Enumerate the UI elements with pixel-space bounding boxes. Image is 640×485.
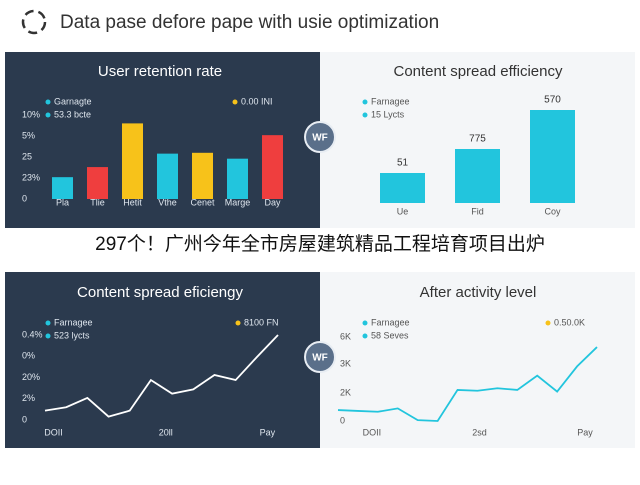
legend-label: Farnagee — [54, 317, 93, 327]
x-tick-label: 2sd — [472, 427, 487, 437]
bar — [157, 153, 178, 199]
line — [337, 346, 598, 422]
y-tick-label: 20% — [22, 372, 40, 382]
bar — [227, 158, 248, 199]
legend-label: 15 Lycts — [371, 109, 405, 119]
legend-label: 0.50.0K — [554, 317, 585, 327]
legend-label: 58 Seves — [371, 330, 409, 340]
x-tick-label: DOII — [363, 427, 382, 437]
icon — [21, 9, 47, 35]
y-tick-label: 0 — [22, 193, 27, 203]
x-tick-label: DOII — [44, 427, 63, 437]
badge — [304, 121, 336, 153]
y-tick-label: 25 — [22, 151, 32, 161]
y-tick-label: 0 — [22, 414, 27, 424]
badge-label: WF — [312, 353, 328, 364]
x-tick-label: Hetit — [123, 197, 142, 207]
chart-title: Content spread eficiengy — [77, 284, 243, 301]
legend-label: 0.00 INI — [241, 96, 273, 106]
chart-title: After activity level — [420, 284, 537, 301]
bar — [380, 173, 425, 203]
x-tick-label: 20ll — [159, 427, 173, 437]
bar — [122, 123, 143, 199]
bar — [87, 167, 108, 199]
y-tick-label: 2% — [22, 393, 35, 403]
y-tick-label: 0 — [340, 415, 345, 425]
legend-label: Farnagee — [371, 96, 410, 106]
page-title: Data pase defore pape with usie optimiza… — [60, 12, 439, 33]
x-tick-label: Pla — [56, 197, 69, 207]
legend-swatch — [232, 99, 238, 105]
x-tick-label: Coy — [544, 206, 561, 216]
y-tick-label: 6K — [340, 331, 351, 341]
legend-label: 8100 FN — [244, 317, 279, 327]
y-tick-label: 3K — [340, 358, 351, 368]
legend-swatch — [545, 320, 551, 326]
legend-swatch — [362, 320, 368, 326]
legend-swatch — [362, 99, 368, 105]
line — [44, 334, 279, 418]
y-tick-label: 5% — [22, 130, 35, 140]
y-tick-label: 2K — [340, 388, 351, 398]
legend-swatch — [235, 320, 241, 326]
chart-title: User retention rate — [98, 63, 222, 80]
y-tick-label: 0.4% — [22, 329, 43, 339]
badge-label: WF — [312, 133, 328, 144]
legend-swatch — [362, 333, 368, 339]
bar — [52, 177, 73, 199]
x-tick-label: Ue — [397, 206, 409, 216]
bar — [192, 152, 213, 199]
legend-swatch — [45, 112, 51, 118]
legend-swatch — [362, 112, 368, 118]
chart-title: Content spread efficiency — [394, 63, 563, 80]
panel — [5, 272, 320, 448]
x-tick-label: Day — [264, 197, 281, 207]
legend-swatch — [45, 99, 51, 105]
y-tick-label: 10% — [22, 109, 40, 119]
y-tick-label: 23% — [22, 172, 40, 182]
bar — [530, 110, 575, 203]
x-tick-label: Pay — [260, 427, 276, 437]
x-tick-label: Cenet — [190, 197, 215, 207]
x-tick-label: Marge — [225, 197, 251, 207]
badge — [304, 341, 336, 373]
legend-swatch — [45, 333, 51, 339]
y-tick-label: 0% — [22, 351, 35, 361]
x-tick-label: Tlie — [90, 197, 105, 207]
legend-label: 53.3 bcte — [54, 109, 91, 119]
caption: 297个！广州今年全市房屋建筑精品工程培育项目出炉 — [95, 233, 545, 255]
legend-label: Farnagee — [371, 317, 410, 327]
annotation: 775 — [469, 134, 486, 145]
x-tick-label: Pay — [577, 427, 593, 437]
caption-band — [0, 228, 640, 268]
legend-label: Garnagte — [54, 96, 92, 106]
legend-swatch — [45, 320, 51, 326]
x-tick-label: Vthe — [158, 197, 177, 207]
legend-label: 523 lycts — [54, 330, 90, 340]
annotation: 51 — [397, 158, 409, 169]
bar — [455, 149, 500, 203]
x-tick-label: Fid — [471, 206, 484, 216]
annotation: 570 — [544, 95, 561, 106]
bar — [262, 135, 283, 199]
